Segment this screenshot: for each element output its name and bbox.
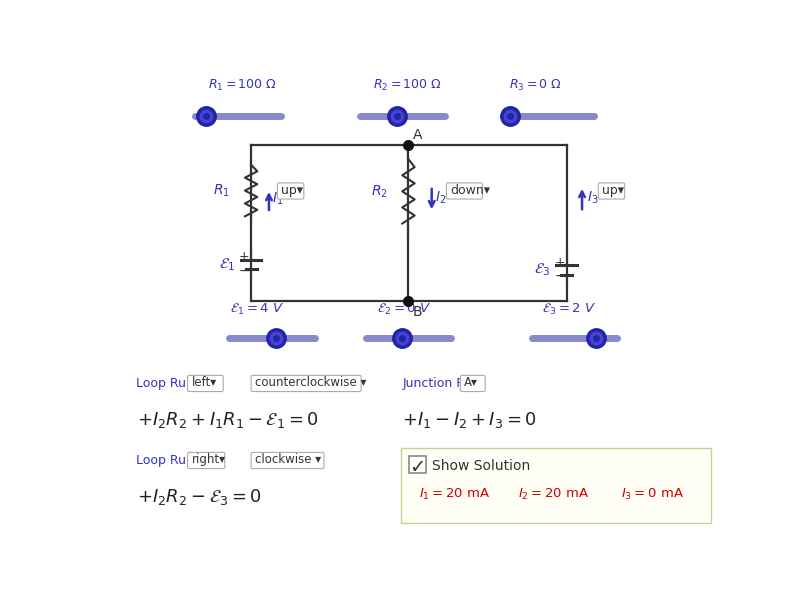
Text: A▾: A▾	[464, 376, 478, 389]
FancyBboxPatch shape	[278, 183, 304, 199]
Text: +: +	[554, 256, 565, 269]
Text: +: +	[238, 250, 250, 263]
Text: $R_3 = 0\ \Omega$: $R_3 = 0\ \Omega$	[509, 77, 562, 93]
Text: $R_1$: $R_1$	[213, 182, 230, 199]
Text: Loop Rule: Loop Rule	[137, 454, 198, 467]
Text: Show Solution: Show Solution	[432, 459, 530, 473]
Text: $I_1$: $I_1$	[272, 191, 283, 207]
Text: $+I_2R_2 - \mathcal{E}_3 = 0$: $+I_2R_2 - \mathcal{E}_3 = 0$	[138, 487, 262, 507]
Text: $I_2 = 20\ \mathrm{mA}$: $I_2 = 20\ \mathrm{mA}$	[518, 487, 590, 502]
Text: $+I_1 - I_2 + I_3 = 0$: $+I_1 - I_2 + I_3 = 0$	[402, 410, 537, 430]
Text: $\mathcal{E}_3$: $\mathcal{E}_3$	[534, 262, 550, 278]
Text: $I_1 = 20\ \mathrm{mA}$: $I_1 = 20\ \mathrm{mA}$	[419, 487, 490, 502]
FancyBboxPatch shape	[401, 448, 710, 523]
FancyBboxPatch shape	[410, 456, 426, 473]
Text: $I_3 = 0\ \mathrm{mA}$: $I_3 = 0\ \mathrm{mA}$	[621, 487, 684, 502]
Text: down▾: down▾	[450, 184, 490, 197]
Text: $R_2$: $R_2$	[370, 183, 387, 200]
FancyBboxPatch shape	[251, 376, 361, 392]
Text: $I_2$: $I_2$	[435, 190, 446, 206]
Text: −: −	[238, 263, 250, 278]
Text: −: −	[554, 269, 566, 283]
FancyBboxPatch shape	[598, 183, 625, 199]
Text: clockwise ▾: clockwise ▾	[255, 453, 321, 466]
Text: Loop Rule: Loop Rule	[137, 377, 198, 391]
Text: right▾: right▾	[191, 453, 226, 466]
Text: ✓: ✓	[410, 458, 426, 476]
FancyBboxPatch shape	[187, 376, 223, 392]
Text: up▾: up▾	[602, 184, 624, 197]
Text: A: A	[413, 128, 422, 142]
FancyBboxPatch shape	[251, 452, 324, 469]
FancyBboxPatch shape	[446, 183, 482, 199]
Text: $I_3$: $I_3$	[586, 190, 598, 206]
Text: $\mathcal{E}_1$: $\mathcal{E}_1$	[218, 256, 235, 273]
Text: $\mathcal{E}_2 = 0\ V$: $\mathcal{E}_2 = 0\ V$	[378, 302, 432, 317]
FancyBboxPatch shape	[187, 452, 225, 469]
Text: B: B	[413, 305, 422, 319]
FancyBboxPatch shape	[460, 376, 485, 392]
Text: $+I_2R_2 + I_1R_1 - \mathcal{E}_1 = 0$: $+I_2R_2 + I_1R_1 - \mathcal{E}_1 = 0$	[138, 410, 319, 430]
Text: left▾: left▾	[191, 376, 217, 389]
Text: $R_1 = 100\ \Omega$: $R_1 = 100\ \Omega$	[209, 77, 278, 93]
Text: $\mathcal{E}_1 = 4\ V$: $\mathcal{E}_1 = 4\ V$	[230, 302, 285, 317]
Text: Junction Rule: Junction Rule	[402, 377, 484, 391]
Text: counterclockwise ▾: counterclockwise ▾	[255, 376, 366, 389]
Text: $R_2 = 100\ \Omega$: $R_2 = 100\ \Omega$	[373, 77, 442, 93]
Text: up▾: up▾	[282, 184, 303, 197]
Text: $\mathcal{E}_3 = 2\ V$: $\mathcal{E}_3 = 2\ V$	[542, 302, 596, 317]
